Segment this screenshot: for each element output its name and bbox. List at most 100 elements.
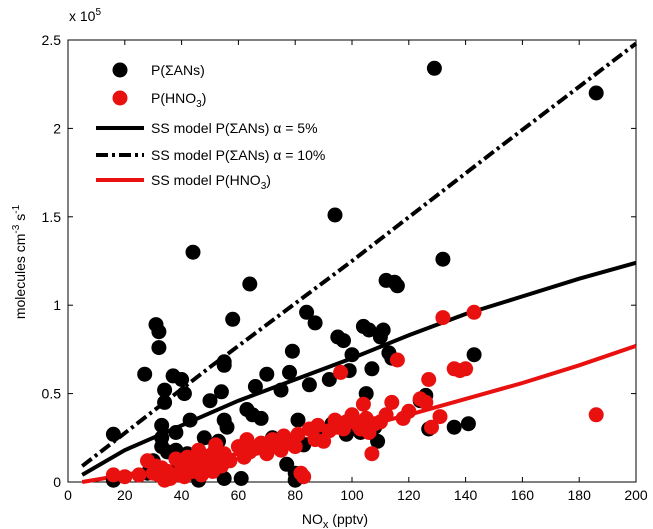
legend-marker-hno3: [112, 90, 128, 106]
ans-data-point: [344, 347, 360, 363]
hno3-data-point: [117, 469, 133, 485]
legend-label-ans: P(ΣANs): [151, 62, 205, 78]
ans-data-point: [154, 417, 170, 433]
ans-data-point: [213, 384, 229, 400]
axis-ticks: 0 20 40 60 80 100 120 140 160 180 200 0 0.5 1 1.5 2 2.5: [42, 32, 648, 503]
y-tick-label: 0: [53, 474, 61, 490]
legend-marker-ans: [112, 62, 128, 78]
ans-data-point: [151, 340, 167, 356]
hno3-data-point: [424, 419, 439, 435]
ans-data-point: [327, 207, 343, 223]
hno3-data-point: [458, 361, 474, 377]
hno3-data-point: [435, 310, 451, 326]
hno3-data-point: [384, 394, 400, 410]
ans-data-point: [259, 366, 275, 382]
legend-label-hno3: P(HNO3): [151, 90, 206, 110]
x-tick-label: 80: [287, 487, 303, 503]
hno3-data-point: [105, 467, 121, 483]
ans-data-point: [301, 377, 317, 393]
ans-data-point: [185, 244, 201, 260]
ans-data-point: [273, 382, 289, 398]
hno3-data-point: [290, 426, 306, 442]
y-tick-label: 1.5: [42, 209, 62, 225]
ans-data-point: [216, 471, 232, 486]
y-multiplier-label: x 105: [69, 7, 101, 24]
x-tick-label: 200: [624, 487, 648, 503]
ans-data-point: [137, 366, 153, 382]
ans-data-point: [202, 393, 218, 409]
hno3-data-point: [588, 407, 604, 423]
hno3-data-point: [364, 446, 380, 462]
x-tick-label: 0: [64, 487, 72, 503]
ans-data-point: [253, 410, 269, 426]
x-tick-label: 40: [174, 487, 190, 503]
hno3-data-point: [296, 469, 312, 485]
ans-data-point: [216, 354, 232, 370]
ans-data-point: [466, 347, 482, 363]
ans-data-point: [588, 85, 604, 101]
model-line-3: [80, 41, 638, 468]
x-tick-label: 100: [340, 487, 364, 503]
x-tick-label: 160: [511, 487, 535, 503]
ans-data-point: [219, 419, 235, 435]
y-axis-label: molecules cm-3 s-1: [11, 204, 28, 319]
x-tick-label: 20: [117, 487, 133, 503]
hno3-data-point: [401, 403, 417, 419]
ans-data-point: [182, 412, 198, 428]
hno3-data-point: [418, 394, 434, 410]
legend-label-ss10: SS model P(ΣANs) α = 10%: [151, 147, 325, 163]
plot-area: 0 20 40 60 80 100 120 140 160 180 200 0 0.5 1 1.5 2 2.5: [42, 32, 648, 503]
hno3-data-point: [466, 304, 482, 320]
x-tick-label: 120: [397, 487, 421, 503]
ans-data-point: [435, 251, 451, 267]
ans-data-point: [247, 379, 263, 394]
y-tick-label: 1: [53, 297, 61, 313]
ans-data-point: [157, 382, 173, 398]
legend-label-ss-hno3: SS model P(HNO3): [151, 172, 271, 192]
ans-data-point: [242, 276, 258, 292]
hno3-data-point: [287, 439, 303, 455]
ans-data-point: [321, 372, 337, 387]
ans-data-point: [157, 394, 173, 410]
legend: P(ΣANs) P(HNO3) SS model P(ΣANs) α = 5% …: [96, 62, 325, 192]
x-tick-label: 180: [568, 487, 592, 503]
ans-data-point: [105, 426, 121, 442]
y-tick-label: 2: [53, 120, 61, 136]
ans-data-point: [174, 372, 190, 387]
ans-data-point: [225, 311, 241, 327]
ans-data-point: [196, 430, 212, 446]
x-tick-label: 140: [454, 487, 478, 503]
ans-data-point: [290, 412, 306, 428]
ans-data-point: [282, 364, 297, 380]
y-tick-label: 0.5: [42, 386, 62, 402]
ans-data-point: [176, 386, 192, 402]
x-axis-label: NOx (pptv): [302, 511, 368, 529]
data-points: [105, 60, 604, 488]
y-tick-label: 2.5: [42, 32, 62, 48]
ans-data-point: [307, 315, 323, 331]
legend-label-ss5: SS model P(ΣANs) α = 5%: [151, 120, 318, 136]
hno3-data-point: [355, 396, 371, 412]
hno3-data-point: [310, 417, 326, 433]
ans-data-point: [375, 322, 391, 338]
hno3-data-point: [131, 467, 147, 483]
ans-data-point: [336, 333, 351, 349]
ans-data-point: [389, 278, 405, 294]
ans-data-point: [446, 419, 462, 435]
ans-data-point: [361, 322, 377, 338]
hno3-data-point: [378, 407, 394, 423]
hno3-data-point: [389, 352, 405, 368]
hno3-data-point: [333, 364, 349, 380]
ans-data-point: [426, 60, 442, 76]
ans-data-point: [460, 416, 476, 432]
ans-data-point: [299, 304, 315, 320]
hno3-data-point: [432, 409, 448, 425]
ans-data-point: [168, 425, 184, 440]
x-tick-label: 60: [231, 487, 247, 503]
ans-data-point: [151, 324, 167, 340]
hno3-data-point: [222, 453, 238, 469]
hno3-data-point: [421, 372, 437, 387]
ans-data-point: [284, 343, 300, 359]
ans-data-point: [364, 361, 380, 377]
